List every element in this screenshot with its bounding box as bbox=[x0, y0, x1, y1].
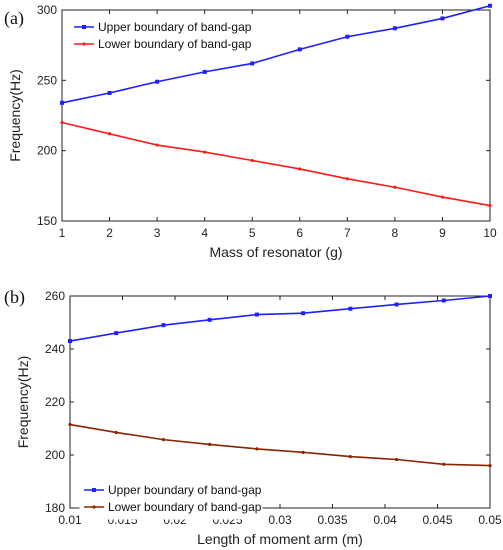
x-tick-label: 5 bbox=[249, 226, 256, 240]
x-tick-label: 0.05 bbox=[478, 513, 502, 527]
y-tick-label: 300 bbox=[37, 3, 57, 17]
data-point bbox=[297, 47, 302, 52]
data-point bbox=[394, 457, 399, 462]
y-tick-label: 200 bbox=[45, 448, 65, 462]
data-point bbox=[393, 185, 397, 189]
x-tick-label: 8 bbox=[392, 226, 399, 240]
data-point bbox=[301, 311, 306, 316]
data-point bbox=[348, 306, 353, 311]
data-point bbox=[114, 430, 118, 435]
data-point bbox=[114, 331, 119, 336]
x-axis-label: Length of moment arm (m) bbox=[197, 531, 363, 547]
series-line-0 bbox=[61, 5, 491, 104]
y-tick-label: 240 bbox=[45, 342, 65, 356]
y-tick-label: 220 bbox=[45, 395, 65, 409]
x-tick-label: 7 bbox=[344, 226, 351, 240]
data-point bbox=[155, 79, 160, 84]
x-tick-label: 9 bbox=[439, 226, 446, 240]
legend-label: Lower boundary of band-gap bbox=[98, 37, 252, 51]
data-point bbox=[202, 69, 207, 74]
y-tick-label: 250 bbox=[37, 73, 57, 87]
legend-swatch-marker bbox=[92, 488, 96, 492]
data-point bbox=[161, 438, 166, 442]
legend-swatch-marker bbox=[82, 42, 86, 46]
x-axis-label: Mass of resonator (g) bbox=[209, 244, 342, 260]
x-tick-label: 4 bbox=[201, 226, 208, 240]
legend-label: Lower boundary of band-gap bbox=[108, 500, 262, 514]
data-point bbox=[442, 462, 446, 466]
data-point bbox=[440, 16, 445, 21]
legend-swatch-marker bbox=[92, 505, 96, 509]
series-line-1 bbox=[61, 121, 491, 207]
data-point bbox=[250, 61, 255, 66]
x-tick-label: 0.03 bbox=[268, 513, 292, 527]
data-point bbox=[488, 3, 492, 8]
chart-panel-1: 0.01 0.015 0.02 0.025 0.03 0.035 0.04 0.045 0.05… bbox=[4, 287, 502, 547]
legend-box bbox=[69, 15, 253, 57]
data-point bbox=[254, 312, 259, 317]
series-line-1 bbox=[69, 423, 491, 467]
data-point bbox=[68, 339, 72, 344]
data-point bbox=[488, 464, 492, 468]
series-line-0 bbox=[69, 295, 491, 342]
x-tick-label: 0.035 bbox=[317, 513, 347, 527]
y-tick-label: 180 bbox=[45, 501, 65, 515]
x-tick-label: 1 bbox=[59, 226, 66, 240]
data-point bbox=[255, 447, 259, 451]
x-tick-label: 0.045 bbox=[422, 513, 452, 527]
x-tick-label: 3 bbox=[154, 226, 161, 240]
data-point bbox=[161, 323, 166, 328]
x-tick-label: 10 bbox=[483, 226, 497, 240]
legend-box bbox=[79, 478, 263, 520]
data-point bbox=[301, 450, 305, 454]
data-point bbox=[68, 422, 72, 427]
data-point bbox=[392, 26, 397, 31]
y-tick-label: 200 bbox=[37, 144, 57, 158]
chart-panel-0: 1 2 3 4 5 6 7 8 9 10 150 200 250 300 Mass of resonator… bbox=[4, 3, 497, 260]
data-point bbox=[155, 143, 159, 147]
panel-label: (b) bbox=[4, 287, 25, 308]
data-point bbox=[345, 34, 350, 39]
y-tick-label: 260 bbox=[45, 289, 65, 303]
data-point bbox=[207, 317, 212, 322]
data-point bbox=[441, 298, 446, 303]
x-tick-label: 2 bbox=[106, 226, 113, 240]
legend-swatch-marker bbox=[82, 25, 86, 29]
plot-frame bbox=[61, 9, 491, 222]
data-point bbox=[107, 90, 112, 95]
data-point bbox=[250, 158, 254, 163]
legend-label: Upper boundary of band-gap bbox=[98, 20, 252, 34]
data-point bbox=[440, 195, 445, 199]
y-axis-label: Frequency(Hz) bbox=[7, 69, 23, 162]
y-tick-label: 150 bbox=[37, 214, 57, 228]
x-tick-label: 0.01 bbox=[58, 513, 82, 527]
plot-frame bbox=[69, 295, 491, 509]
data-point bbox=[203, 150, 207, 154]
y-axis-label: Frequency(Hz) bbox=[15, 356, 31, 449]
panel-label: (a) bbox=[4, 8, 24, 29]
x-tick-label: 0.04 bbox=[373, 513, 397, 527]
data-point bbox=[394, 302, 399, 307]
data-point bbox=[60, 100, 64, 105]
data-point bbox=[298, 167, 302, 171]
data-point bbox=[345, 177, 349, 181]
data-point bbox=[208, 442, 212, 446]
data-point bbox=[488, 203, 492, 208]
data-point bbox=[488, 294, 492, 298]
data-point bbox=[107, 132, 112, 136]
data-point bbox=[60, 120, 64, 125]
legend-label: Upper boundary of band-gap bbox=[108, 483, 262, 497]
x-tick-label: 6 bbox=[296, 226, 303, 240]
data-point bbox=[348, 454, 352, 459]
